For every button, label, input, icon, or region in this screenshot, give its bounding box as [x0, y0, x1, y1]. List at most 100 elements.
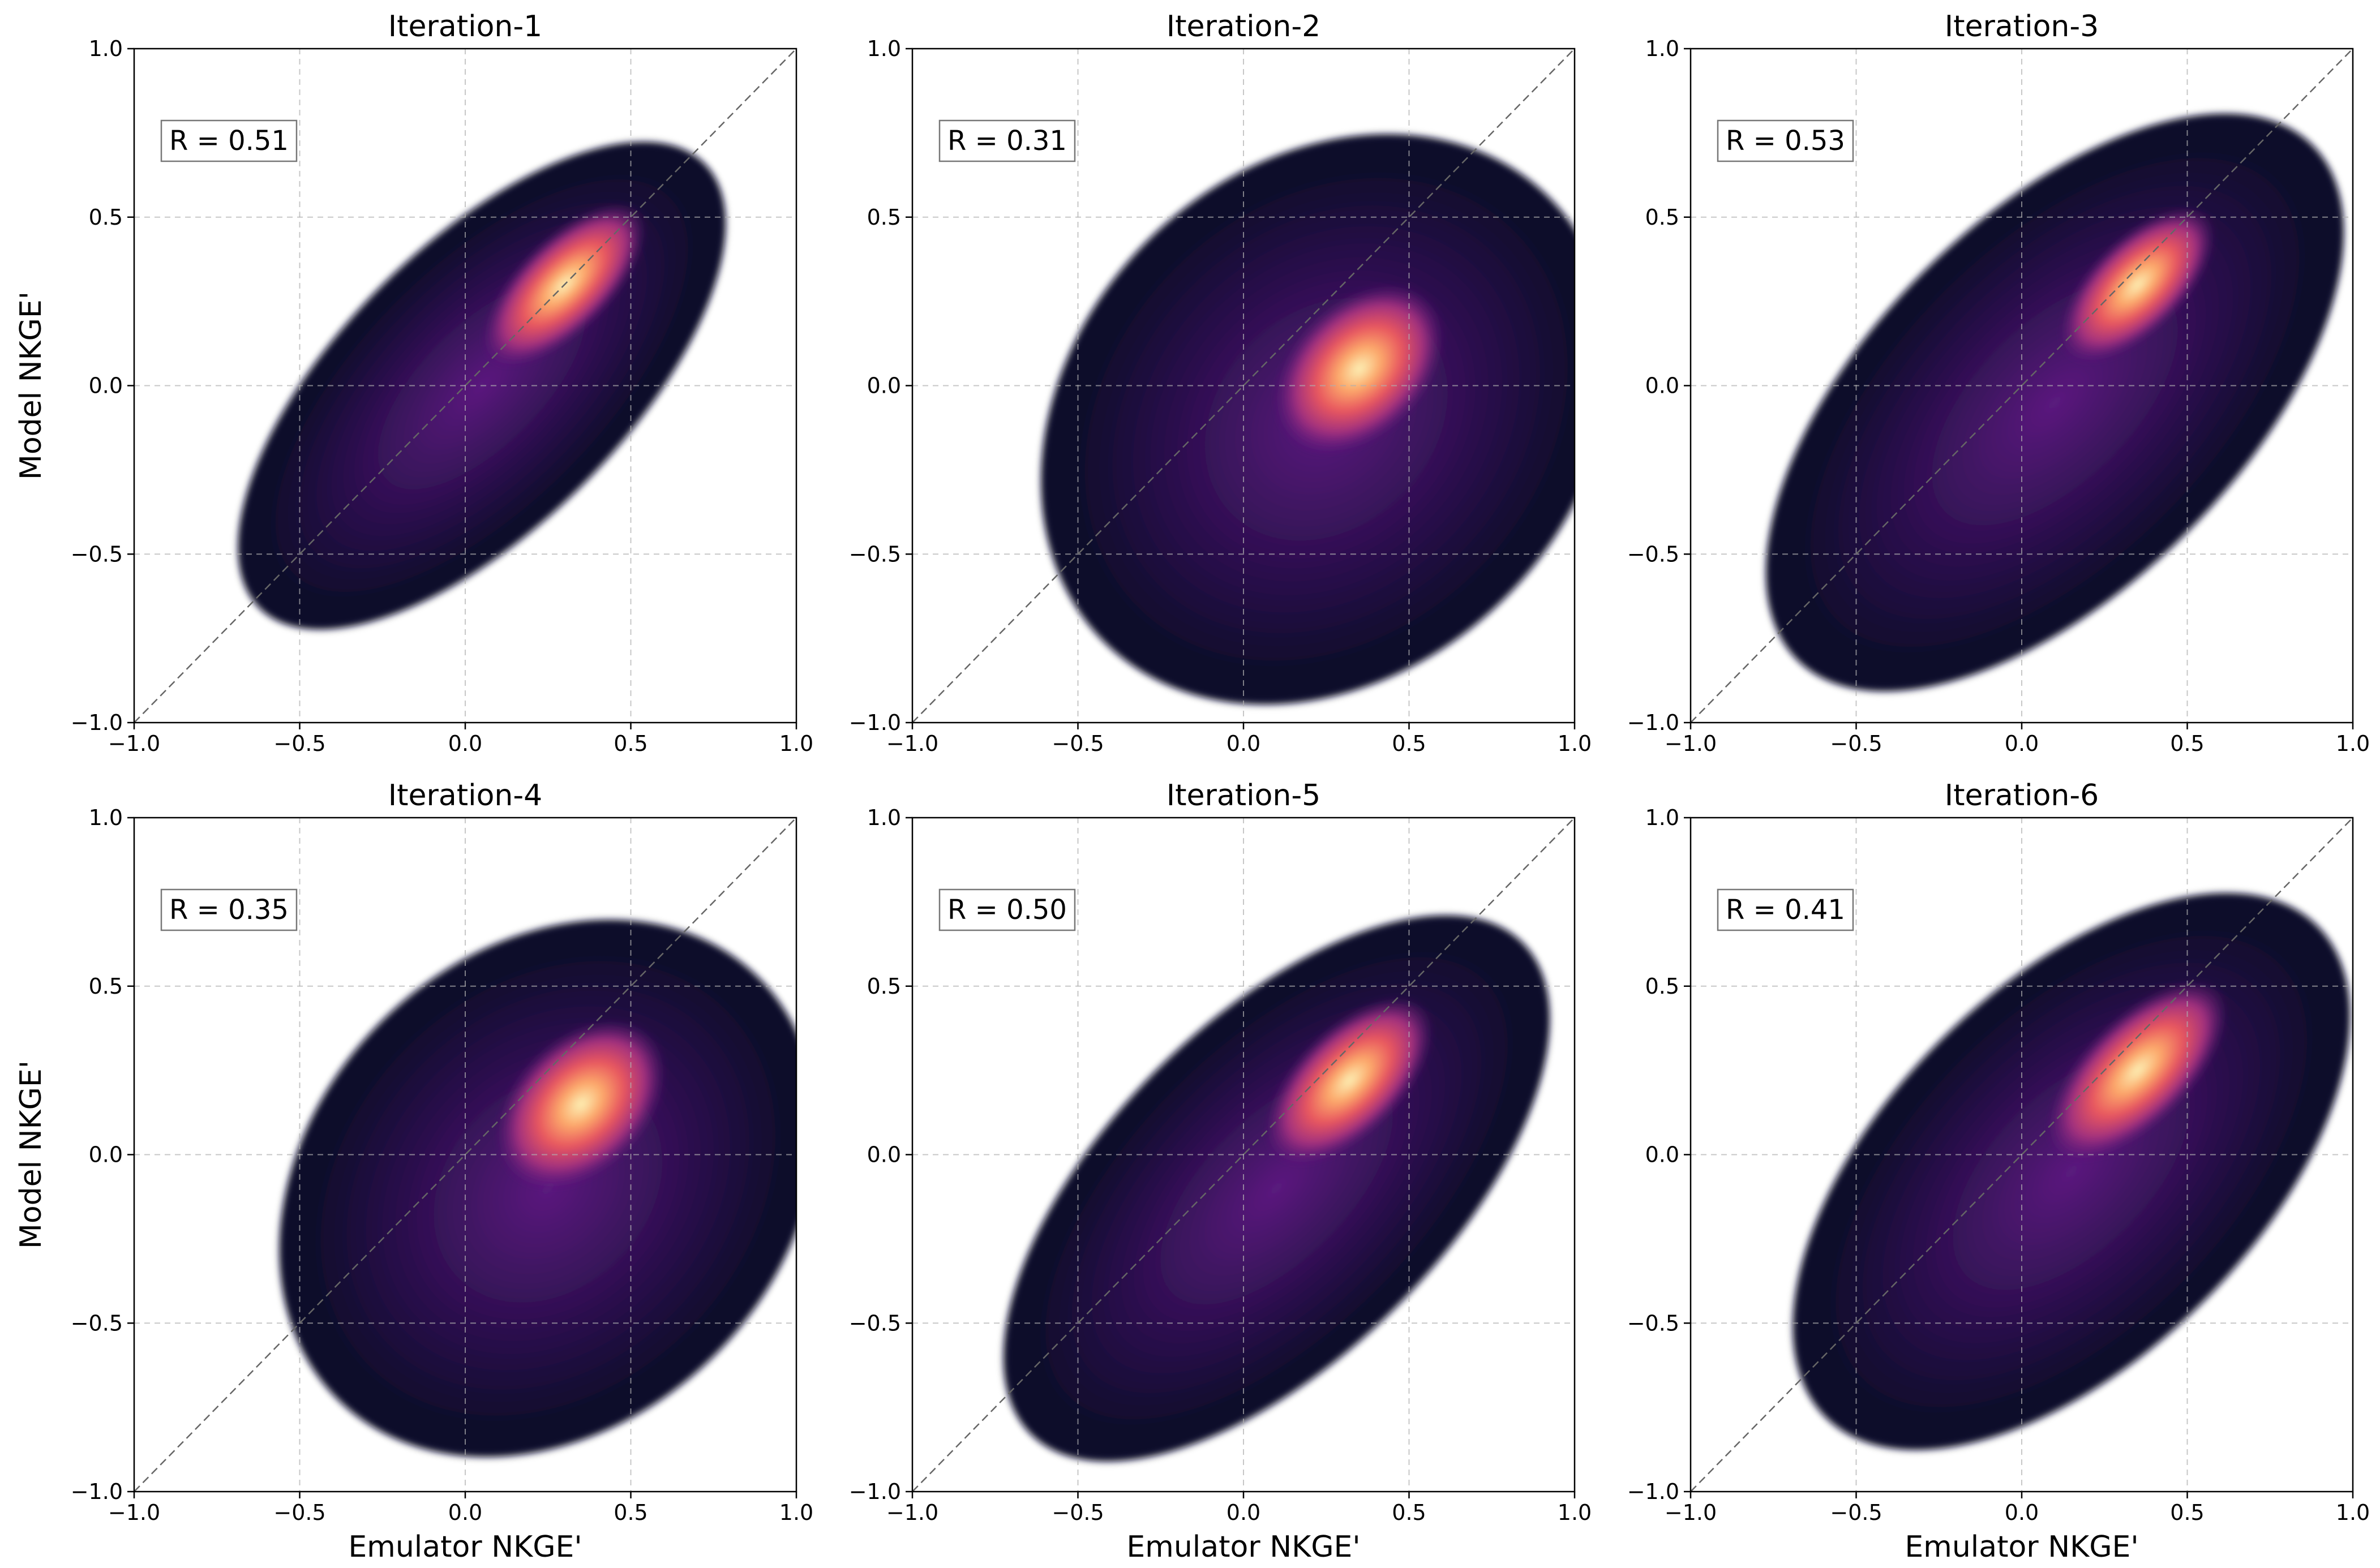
- y-tick-label: −0.5: [71, 1311, 123, 1335]
- x-tick-label: −0.5: [273, 731, 325, 756]
- annotation: R = 0.50: [947, 894, 1067, 926]
- subplot-title: Iteration-4: [388, 779, 542, 813]
- subplot-title: Iteration-2: [1167, 10, 1320, 44]
- y-tick-label: 1.0: [867, 36, 901, 61]
- subplot-title: Iteration-6: [1945, 779, 2099, 813]
- x-tick-label: 0.0: [448, 1500, 482, 1525]
- x-tick-label: −1.0: [886, 731, 938, 756]
- x-tick-label: −1.0: [108, 731, 160, 756]
- x-tick-label: 1.0: [1558, 731, 1592, 756]
- identity-line: [134, 48, 797, 723]
- density: [1792, 893, 2350, 1450]
- x-tick-label: 1.0: [2336, 731, 2370, 756]
- y-tick-label: 0.0: [867, 373, 901, 398]
- x-tick-label: 0.5: [2170, 1500, 2204, 1525]
- density-peak: [2047, 980, 2228, 1161]
- x-tick-label: 0.0: [2005, 1500, 2039, 1525]
- x-tick-label: 0.0: [2005, 731, 2039, 756]
- y-tick-label: 0.5: [867, 205, 901, 230]
- annotation: R = 0.53: [1726, 125, 1845, 157]
- x-tick-label: 0.5: [614, 1500, 647, 1525]
- x-tick-label: 0.5: [2170, 731, 2204, 756]
- y-tick-label: 0.5: [89, 205, 123, 230]
- y-tick-label: −1.0: [71, 710, 123, 735]
- subplot: −1.0 −0.5 0.0 0.5 1.0 −1.0 −0.5 0.0 0.5 1.0 Iterat…: [14, 10, 813, 756]
- annotation: R = 0.31: [947, 125, 1067, 157]
- subplot: −1.0 −0.5 0.0 0.5 1.0 −1.0 −0.5 0.0 0.5 1.0 Iterat…: [1627, 10, 2370, 756]
- density: [1041, 134, 1575, 705]
- x-tick-label: −0.5: [1052, 1500, 1104, 1525]
- density: [1003, 915, 1550, 1462]
- subplot: −1.0 −0.5 0.0 0.5 1.0 −1.0 −0.5 0.0 0.5 1.0 Iterat…: [1627, 779, 2370, 1564]
- identity-line: [1690, 48, 2353, 723]
- x-axis-label: Emulator NKGE': [1126, 1530, 1360, 1564]
- y-tick-label: −1.0: [1627, 710, 1679, 735]
- y-tick-label: 0.5: [89, 974, 123, 999]
- annotation: R = 0.35: [169, 894, 289, 926]
- x-tick-label: 0.0: [448, 731, 482, 756]
- x-tick-label: −0.5: [273, 1500, 325, 1525]
- subplot-title: Iteration-3: [1945, 10, 2099, 44]
- x-tick-label: 0.0: [1227, 1500, 1260, 1525]
- y-tick-label: −0.5: [849, 1311, 901, 1335]
- x-tick-label: 0.0: [1227, 731, 1260, 756]
- y-axis-label: Model NKGE': [14, 1060, 48, 1249]
- x-tick-label: −1.0: [108, 1500, 160, 1525]
- density-peak: [1274, 283, 1444, 454]
- x-tick-label: 1.0: [779, 731, 813, 756]
- y-tick-label: 0.0: [1645, 1142, 1679, 1167]
- x-tick-label: −1.0: [1665, 1500, 1717, 1525]
- y-tick-label: 0.0: [89, 373, 123, 398]
- annotation: R = 0.41: [1726, 894, 1845, 926]
- x-tick-label: 0.5: [1392, 731, 1426, 756]
- annotation-box: [1717, 119, 1854, 162]
- y-tick-label: 1.0: [1645, 36, 1679, 61]
- density-peak: [1265, 996, 1434, 1165]
- y-tick-label: 0.0: [89, 1142, 123, 1167]
- annotation-box: [160, 119, 298, 162]
- x-axis-label: Emulator NKGE': [348, 1530, 582, 1564]
- subplot: −1.0 −0.5 0.0 0.5 1.0 −1.0 −0.5 0.0 0.5 1.0 Iterat…: [14, 779, 813, 1564]
- y-tick-label: 1.0: [867, 805, 901, 830]
- y-tick-label: −1.0: [71, 1479, 123, 1504]
- identity-line: [134, 817, 797, 1492]
- subplot: −1.0 −0.5 0.0 0.5 1.0 −1.0 −0.5 0.0 0.5 1.0 Iterat…: [849, 779, 1592, 1564]
- y-tick-label: 0.0: [1645, 373, 1679, 398]
- y-tick-label: 1.0: [1645, 805, 1679, 830]
- subplot-title: Iteration-1: [388, 10, 542, 44]
- density-peak: [496, 1019, 666, 1189]
- x-tick-label: −1.0: [1665, 731, 1717, 756]
- x-tick-label: 1.0: [1558, 1500, 1592, 1525]
- x-tick-label: −0.5: [1052, 731, 1104, 756]
- identity-line: [912, 48, 1575, 723]
- x-tick-label: −0.5: [1830, 1500, 1882, 1525]
- y-tick-label: 0.0: [867, 1142, 901, 1167]
- y-tick-label: 0.5: [1645, 974, 1679, 999]
- y-tick-label: −1.0: [849, 1479, 901, 1504]
- annotation-box: [938, 888, 1076, 931]
- y-tick-label: −1.0: [1627, 1479, 1679, 1504]
- y-tick-label: −1.0: [849, 710, 901, 735]
- y-tick-label: −0.5: [849, 542, 901, 566]
- density-cloud: [1003, 915, 1550, 1462]
- annotation: R = 0.51: [169, 125, 289, 157]
- y-tick-label: −0.5: [1627, 542, 1679, 566]
- x-tick-label: 1.0: [2336, 1500, 2370, 1525]
- annotation-box: [1717, 888, 1854, 931]
- subplot: −1.0 −0.5 0.0 0.5 1.0 −1.0 −0.5 0.0 0.5 1.0 Iterat…: [849, 10, 1592, 756]
- density: [1765, 113, 2344, 691]
- y-tick-label: 1.0: [89, 36, 123, 61]
- x-tick-label: −0.5: [1830, 731, 1882, 756]
- y-tick-label: 1.0: [89, 805, 123, 830]
- x-tick-label: −1.0: [886, 1500, 938, 1525]
- y-tick-label: 0.5: [867, 974, 901, 999]
- x-tick-label: 0.5: [614, 731, 647, 756]
- x-axis-label: Emulator NKGE': [1905, 1530, 2138, 1564]
- x-tick-label: 0.5: [1392, 1500, 1426, 1525]
- y-tick-label: 0.5: [1645, 205, 1679, 230]
- x-tick-label: 1.0: [779, 1500, 813, 1525]
- subplot-title: Iteration-5: [1167, 779, 1320, 813]
- y-axis-label: Model NKGE': [14, 291, 48, 480]
- density-peak: [2060, 207, 2216, 363]
